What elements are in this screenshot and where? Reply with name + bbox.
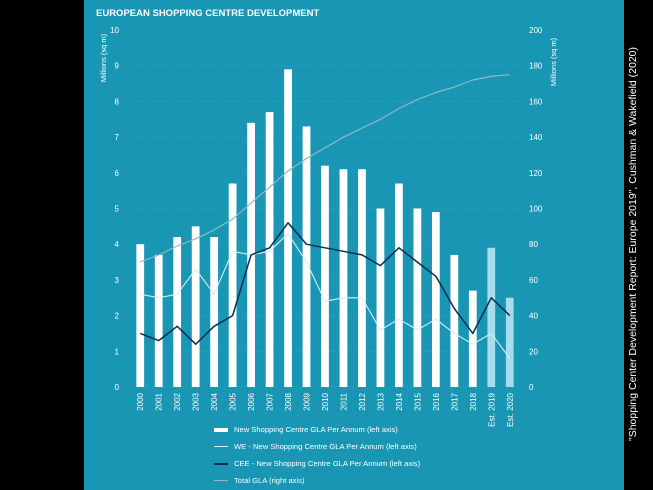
y2-tick-label: 120 — [529, 169, 543, 178]
y2-tick-label: 60 — [529, 276, 538, 285]
y-tick-label: 1 — [115, 347, 120, 356]
legend-item-cee: CEE - New Shopping Centre GLA Per Annum … — [214, 455, 420, 472]
source-credit: "Shopping Center Development Report: Eur… — [627, 46, 639, 442]
bar — [154, 254, 163, 387]
legend-item-total: Total GLA (right axis) — [214, 472, 420, 489]
legend-label-we: WE - New Shopping Centre GLA Per Annum (… — [234, 442, 417, 451]
legend-swatch-bars — [214, 427, 228, 432]
bar — [136, 244, 145, 387]
bar — [191, 226, 200, 387]
line-layer — [139, 74, 511, 359]
x-tick-label: 2012 — [358, 392, 367, 410]
bar — [321, 165, 329, 387]
x-tick-label: 2016 — [432, 392, 441, 410]
line-we — [140, 232, 511, 359]
bar — [284, 69, 292, 388]
x-tick-label: Est. 2019 — [487, 392, 496, 426]
bar — [487, 247, 496, 387]
x-tick-label: 2005 — [229, 392, 238, 410]
legend-item-bars: New Shopping Centre GLA Per Annum (left … — [214, 421, 420, 438]
y2-tick-label: 200 — [529, 26, 543, 35]
y2-tick-label: 180 — [529, 62, 543, 71]
bar — [431, 212, 440, 387]
y-tick-label: 4 — [115, 240, 120, 249]
legend-swatch-cee — [214, 462, 228, 465]
bar — [468, 290, 477, 387]
y2-tick-label: 20 — [529, 347, 538, 356]
bar — [413, 208, 422, 387]
y2-axis-title: Millions (sq m) — [549, 37, 558, 86]
y-tick-label: 9 — [115, 62, 120, 71]
bar — [376, 208, 385, 387]
y-tick-label: 2 — [115, 312, 120, 321]
bar — [302, 126, 311, 387]
bar — [395, 183, 403, 387]
bar — [450, 254, 459, 387]
x-tick-label: 2004 — [210, 392, 219, 410]
x-tick-label: 2018 — [469, 392, 478, 410]
x-tick-label: 2001 — [155, 392, 164, 410]
bar-layer — [136, 69, 514, 388]
x-tick-label: 2008 — [284, 392, 293, 410]
line-cee — [139, 222, 511, 345]
legend-swatch-we — [214, 445, 228, 448]
x-tick-label: 2002 — [173, 392, 182, 410]
bar — [265, 112, 274, 388]
y2-tick-label: 80 — [529, 240, 538, 249]
x-tick-label: 2011 — [340, 392, 349, 410]
legend-label-cee: CEE - New Shopping Centre GLA Per Annum … — [234, 459, 421, 468]
axis-layer: 012345678910020406080100120140160180200M… — [99, 26, 558, 427]
bar — [210, 237, 219, 387]
chart-title: EUROPEAN SHOPPING CENTRE DEVELOPMENT — [96, 8, 320, 19]
y2-tick-label: 0 — [529, 383, 534, 392]
bar — [358, 169, 366, 387]
y-tick-label: 7 — [115, 133, 120, 142]
y-axis-title: Millions (sq m) — [99, 33, 108, 82]
x-tick-label: 2013 — [376, 392, 385, 410]
chart-svg: 012345678910020406080100120140160180200M… — [99, 26, 558, 427]
x-tick-label: 2017 — [450, 392, 459, 410]
y2-tick-label: 100 — [529, 205, 543, 214]
y-tick-label: 6 — [115, 169, 120, 178]
y-tick-label: 8 — [115, 97, 120, 106]
bar — [339, 169, 348, 387]
y-tick-label: 10 — [110, 26, 119, 35]
line-total — [139, 74, 510, 263]
x-tick-label: 2006 — [247, 392, 256, 410]
x-tick-label: 2009 — [303, 392, 312, 410]
legend-item-we: WE - New Shopping Centre GLA Per Annum (… — [214, 438, 420, 455]
legend-swatch-total — [214, 479, 228, 482]
bar — [505, 297, 514, 387]
y2-tick-label: 140 — [529, 133, 543, 142]
x-tick-label: 2010 — [321, 392, 330, 410]
x-tick-label: Est. 2020 — [506, 392, 515, 426]
y2-tick-label: 40 — [529, 312, 538, 321]
bar — [228, 183, 237, 387]
x-tick-label: 2003 — [192, 392, 201, 410]
y-tick-label: 0 — [115, 383, 120, 392]
x-tick-label: 2007 — [266, 392, 275, 410]
x-tick-label: 2014 — [395, 392, 404, 410]
legend: New Shopping Centre GLA Per Annum (left … — [214, 421, 420, 489]
x-tick-label: 2015 — [413, 392, 422, 410]
y-tick-label: 3 — [115, 276, 120, 285]
y2-tick-label: 160 — [529, 97, 543, 106]
y-tick-label: 5 — [115, 205, 120, 214]
legend-label-bars: New Shopping Centre GLA Per Annum (left … — [234, 425, 398, 434]
x-tick-label: 2000 — [136, 392, 145, 410]
legend-label-total: Total GLA (right axis) — [234, 476, 305, 485]
bar — [173, 237, 182, 387]
